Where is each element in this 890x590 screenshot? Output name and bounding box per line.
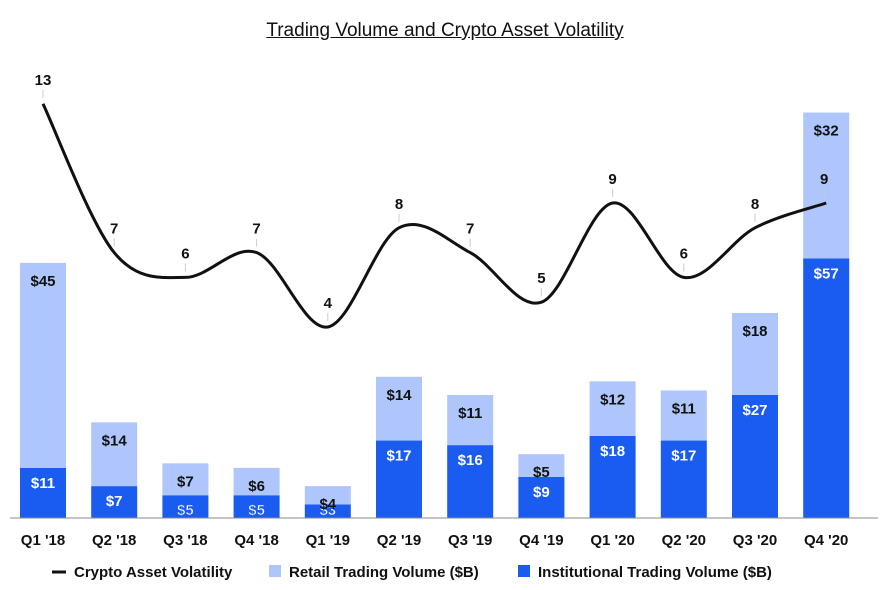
- data-label-volatility-3: 7: [252, 221, 260, 238]
- data-label-institutional-4: $3: [319, 502, 336, 519]
- data-label-retail-8: $12: [600, 391, 625, 408]
- data-label-volatility-5: 8: [395, 196, 403, 213]
- bar-institutional-9: [660, 440, 707, 518]
- data-label-volatility-10: 8: [751, 196, 759, 213]
- data-label-volatility-2: 6: [181, 245, 189, 262]
- bar-institutional-8: [589, 436, 636, 518]
- data-label-volatility-11: 9: [820, 171, 828, 188]
- x-tick-label-8: Q1 '20: [590, 532, 634, 549]
- bar-institutional-7: [518, 477, 565, 518]
- bar-institutional-6: [447, 445, 494, 518]
- data-label-institutional-9: $17: [671, 448, 696, 465]
- data-label-institutional-7: $9: [533, 484, 550, 501]
- bar-retail-2: [162, 463, 209, 496]
- data-label-institutional-2: $5: [177, 502, 194, 519]
- bar-retail-5: [376, 376, 422, 441]
- legend-label-volatility: Crypto Asset Volatility: [74, 564, 233, 581]
- data-label-retail-1: $14: [102, 432, 128, 449]
- data-label-institutional-10: $27: [742, 402, 767, 419]
- bar-institutional-10: [732, 395, 778, 518]
- data-label-institutional-5: $17: [386, 448, 411, 465]
- bar-retail-11: [803, 112, 850, 259]
- series-line-volatility: [41, 103, 827, 329]
- data-label-institutional-3: $5: [248, 502, 265, 519]
- x-tick-label-1: Q2 '18: [92, 532, 136, 549]
- bar-institutional-11: [803, 258, 850, 518]
- x-tick-label-4: Q1 '19: [306, 532, 350, 549]
- bar-retail-1: [91, 422, 138, 487]
- data-label-retail-6: $11: [458, 405, 482, 422]
- bar-retail-4: [304, 486, 351, 505]
- data-label-institutional-11: $57: [814, 265, 839, 282]
- data-label-retail-4: $4: [319, 496, 336, 513]
- data-label-volatility-0: 13: [35, 72, 52, 89]
- data-label-retail-0: $45: [30, 273, 55, 290]
- bar-retail-8: [589, 381, 636, 436]
- data-label-retail-7: $5: [533, 464, 550, 481]
- legend-label-retail: Retail Trading Volume ($B): [289, 564, 479, 581]
- bar-institutional-4: [304, 504, 351, 518]
- data-label-volatility-4: 4: [324, 295, 333, 312]
- x-tick-label-0: Q1 '18: [21, 532, 65, 549]
- x-tick-label-7: Q4 '19: [519, 532, 563, 549]
- data-label-retail-3: $6: [248, 478, 265, 495]
- data-label-volatility-9: 6: [680, 245, 688, 262]
- bar-retail-10: [732, 313, 778, 395]
- bar-institutional-3: [233, 495, 280, 518]
- bar-institutional-2: [162, 495, 209, 518]
- bar-institutional-0: [20, 467, 66, 518]
- data-label-institutional-1: $7: [106, 493, 123, 510]
- legend-swatch-retail: [269, 565, 281, 577]
- data-label-institutional-6: $16: [458, 452, 483, 469]
- data-label-volatility-7: 5: [537, 270, 545, 287]
- bar-retail-6: [447, 395, 494, 446]
- data-label-institutional-8: $18: [600, 443, 625, 460]
- data-label-retail-11: $32: [814, 123, 839, 140]
- data-label-institutional-0: $11: [31, 475, 55, 492]
- bar-retail-9: [660, 390, 707, 441]
- data-label-retail-10: $18: [742, 323, 767, 340]
- data-label-retail-9: $11: [672, 400, 696, 417]
- legend-swatch-institutional: [518, 565, 530, 577]
- data-label-retail-5: $14: [386, 387, 412, 404]
- x-tick-label-5: Q2 '19: [377, 532, 421, 549]
- bar-institutional-5: [376, 440, 422, 518]
- x-tick-label-9: Q2 '20: [662, 532, 706, 549]
- x-tick-label-2: Q3 '18: [163, 532, 207, 549]
- bar-retail-0: [20, 262, 66, 468]
- bar-retail-3: [233, 467, 280, 496]
- legend-label-institutional: Institutional Trading Volume ($B): [538, 564, 772, 581]
- data-label-volatility-8: 9: [608, 171, 616, 188]
- data-label-volatility-1: 7: [110, 221, 118, 238]
- x-tick-label-10: Q3 '20: [733, 532, 777, 549]
- x-tick-label-11: Q4 '20: [804, 532, 848, 549]
- x-tick-label-6: Q3 '19: [448, 532, 492, 549]
- data-label-volatility-6: 7: [466, 221, 474, 238]
- data-label-retail-2: $7: [177, 473, 194, 490]
- bar-institutional-1: [91, 486, 138, 518]
- x-tick-label-3: Q4 '18: [234, 532, 278, 549]
- bar-retail-7: [518, 454, 565, 477]
- chart-title: Trading Volume and Crypto Asset Volatili…: [266, 20, 624, 41]
